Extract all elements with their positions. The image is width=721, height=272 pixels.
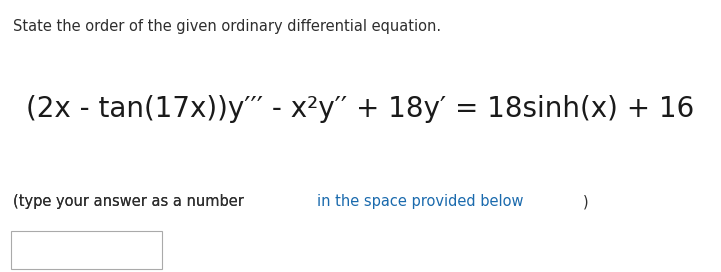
Text: State the order of the given ordinary differential equation.: State the order of the given ordinary di… bbox=[13, 19, 441, 34]
Text: ): ) bbox=[583, 194, 589, 209]
Text: (2x - tan(17x))y′′′ - x²y′′ + 18y′ = 18sinh(x) + 16: (2x - tan(17x))y′′′ - x²y′′ + 18y′ = 18s… bbox=[27, 95, 694, 123]
Text: in the space provided below: in the space provided below bbox=[317, 194, 523, 209]
FancyBboxPatch shape bbox=[11, 231, 162, 269]
Text: (type your answer as a number: (type your answer as a number bbox=[13, 194, 249, 209]
Text: (type your answer as a number: (type your answer as a number bbox=[13, 194, 249, 209]
